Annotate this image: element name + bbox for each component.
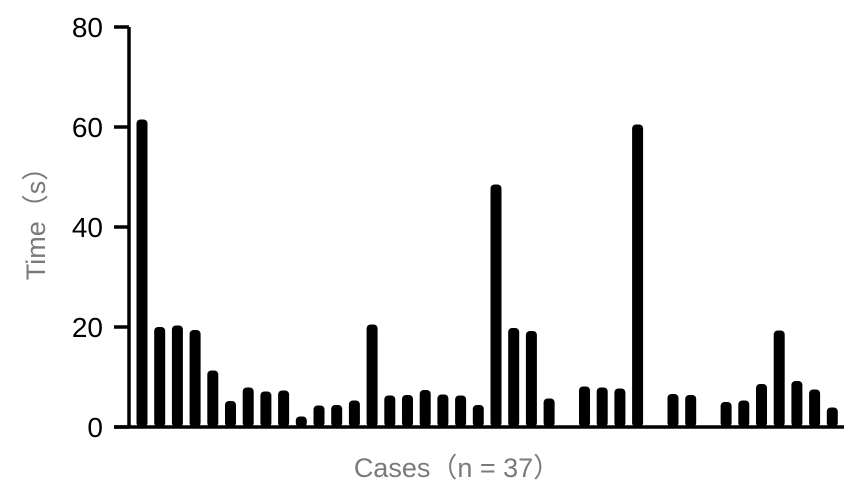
bar-case-29	[632, 124, 644, 427]
y-tick-label: 0	[87, 412, 103, 443]
bar-case-12	[331, 405, 343, 427]
y-tick-label: 60	[72, 112, 103, 143]
bar-case-18	[437, 394, 449, 427]
bar-case-39	[809, 389, 821, 427]
bars-group	[136, 119, 838, 427]
y-tick-label: 20	[72, 312, 103, 343]
bar-case-38	[791, 381, 803, 427]
bar-case-14	[366, 324, 378, 427]
bar-case-21	[490, 184, 502, 427]
bar-case-4	[189, 330, 201, 427]
y-ticks-group: 0 20 40 60 80	[72, 12, 129, 443]
bar-case-24	[543, 398, 555, 427]
bar-case-26	[579, 386, 590, 427]
bar-case-20	[472, 405, 484, 427]
bar-case-31	[667, 394, 679, 427]
y-tick-label: 40	[72, 212, 103, 243]
bar-case-37	[773, 330, 785, 427]
bar-case-1	[136, 119, 148, 427]
bar-case-17	[419, 390, 431, 427]
x-axis-label: Cases（n = 37）	[354, 453, 560, 483]
bar-case-10	[295, 416, 307, 427]
bar-case-3	[171, 325, 183, 427]
bar-case-36	[756, 384, 767, 427]
bar-case-22	[508, 328, 520, 427]
y-tick-label: 80	[72, 12, 103, 43]
bar-case-19	[455, 395, 467, 427]
bar-case-28	[614, 388, 626, 427]
bar-case-23	[525, 331, 537, 427]
bar-case-27	[596, 387, 608, 427]
bar-case-8	[260, 391, 272, 427]
bar-case-16	[402, 395, 413, 427]
bar-case-9	[278, 390, 290, 427]
bar-case-2	[154, 327, 166, 427]
bar-case-11	[313, 405, 325, 427]
bar-case-15	[384, 395, 396, 427]
bar-case-13	[348, 400, 360, 427]
axes-group	[114, 27, 844, 429]
bar-case-6	[225, 401, 236, 427]
bar-case-35	[738, 400, 750, 427]
bar-case-40	[826, 407, 838, 427]
y-axis-label: Time（s）	[21, 154, 51, 281]
bar-case-32	[685, 395, 697, 427]
bar-case-7	[242, 387, 254, 427]
bar-case-34	[720, 402, 732, 427]
bar-case-5	[207, 370, 219, 427]
